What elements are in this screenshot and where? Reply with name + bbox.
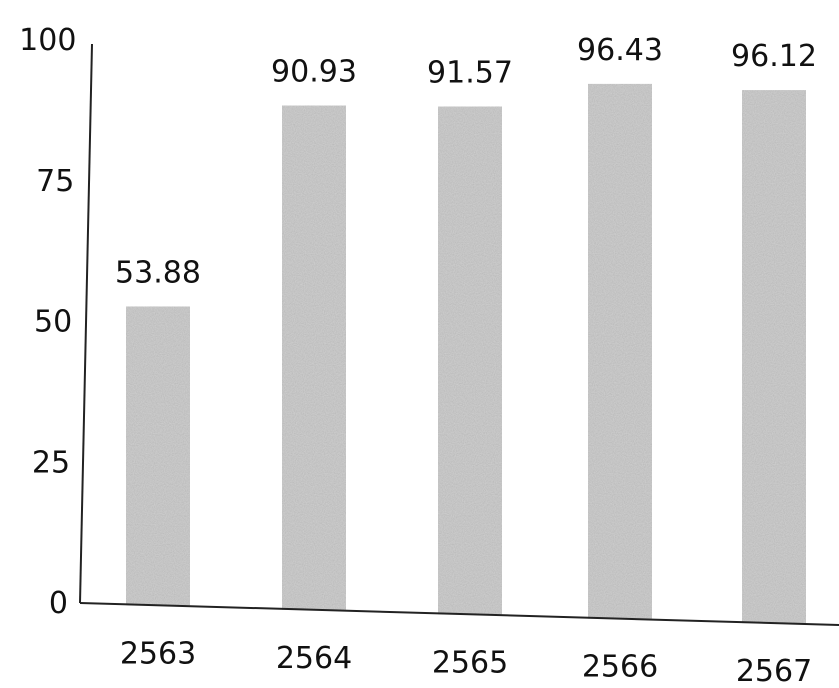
data-label-2565: 91.57	[427, 55, 513, 90]
y-tick-0: 0	[49, 586, 68, 621]
x-label-2566: 2566	[582, 650, 658, 685]
y-axis-line	[79, 43, 93, 604]
y-tick-50: 50	[34, 305, 72, 340]
bar-2565	[438, 106, 502, 615]
bar-2567	[742, 90, 806, 624]
x-axis-line	[79, 602, 839, 626]
data-label-2566: 96.43	[577, 33, 663, 68]
data-label-2567: 96.12	[731, 39, 817, 74]
bar-2564	[282, 105, 346, 610]
plot-area: 53.88 90.93 91.57 96.43 96.12	[115, 33, 817, 624]
x-label-2567: 2567	[736, 654, 812, 688]
x-label-2564: 2564	[276, 641, 352, 676]
bars-group	[126, 83, 806, 624]
x-tick-labels: 2563 2564 2565 2566 2567	[120, 636, 812, 688]
x-label-2565: 2565	[432, 645, 508, 680]
bar-2563	[126, 306, 190, 606]
data-labels-group: 53.88 90.93 91.57 96.43 96.12	[115, 33, 817, 291]
data-label-2563: 53.88	[115, 255, 201, 290]
bar-2566	[588, 83, 652, 619]
y-tick-labels: 0 25 50 75 100	[19, 23, 76, 621]
y-tick-25: 25	[32, 445, 70, 480]
x-label-2563: 2563	[120, 636, 196, 671]
y-tick-75: 75	[36, 164, 74, 199]
y-tick-100: 100	[19, 23, 76, 58]
data-label-2564: 90.93	[271, 55, 357, 90]
